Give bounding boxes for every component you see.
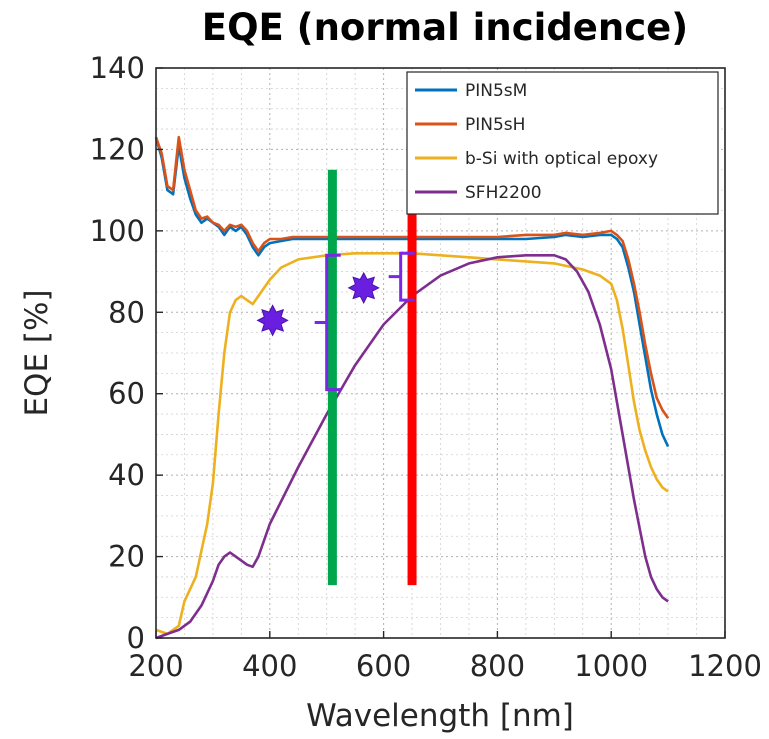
y-tick-label: 20 (108, 540, 145, 574)
series-line-sfh2200 (155, 254, 669, 640)
x-axis-label: Wavelength [nm] (306, 698, 574, 734)
y-tick-label: 100 (90, 214, 145, 248)
legend-label: b-Si with optical epoxy (465, 149, 658, 169)
ticks: 200 400 600 800 1000 1200 0 20 40 60 80 100 120 140 (90, 51, 762, 683)
legend-box (406, 71, 719, 215)
gap-bracket (314, 253, 341, 392)
series-line-pin5sm (154, 136, 670, 448)
series-line-pin5sh (154, 135, 670, 419)
y-axis-label: EQE [%] (19, 289, 55, 416)
legend-label: PIN5sH (465, 115, 525, 135)
legend-label: SFH2200 (465, 183, 542, 203)
y-tick-label: 120 (90, 132, 145, 166)
x-tick-label: 1000 (574, 649, 648, 683)
y-tick-label: 140 (90, 51, 145, 85)
x-tick-label: 800 (470, 649, 525, 683)
legend-label: PIN5sM (465, 81, 527, 101)
y-tick-label: 40 (108, 458, 145, 492)
chart-title: EQE (normal incidence) (202, 6, 688, 49)
x-tick-label: 400 (242, 649, 297, 683)
gap-bracket (388, 251, 415, 302)
series-lines (154, 135, 670, 640)
y-tick-label: 80 (108, 295, 145, 329)
star-marker-icon (256, 304, 289, 337)
annotations (256, 169, 417, 586)
legend: PIN5sM PIN5sH b-Si with optical epoxy SFH22… (406, 71, 719, 215)
y-tick-label: 60 (108, 377, 145, 411)
series-line-b-si-with-optical-epoxy (155, 252, 669, 636)
x-tick-label: 200 (128, 649, 183, 683)
y-tick-label: 0 (127, 621, 145, 655)
x-tick-label: 600 (356, 649, 411, 683)
plot-frame (155, 67, 726, 639)
star-marker-icon (347, 271, 380, 304)
x-tick-label: 1200 (688, 649, 762, 683)
